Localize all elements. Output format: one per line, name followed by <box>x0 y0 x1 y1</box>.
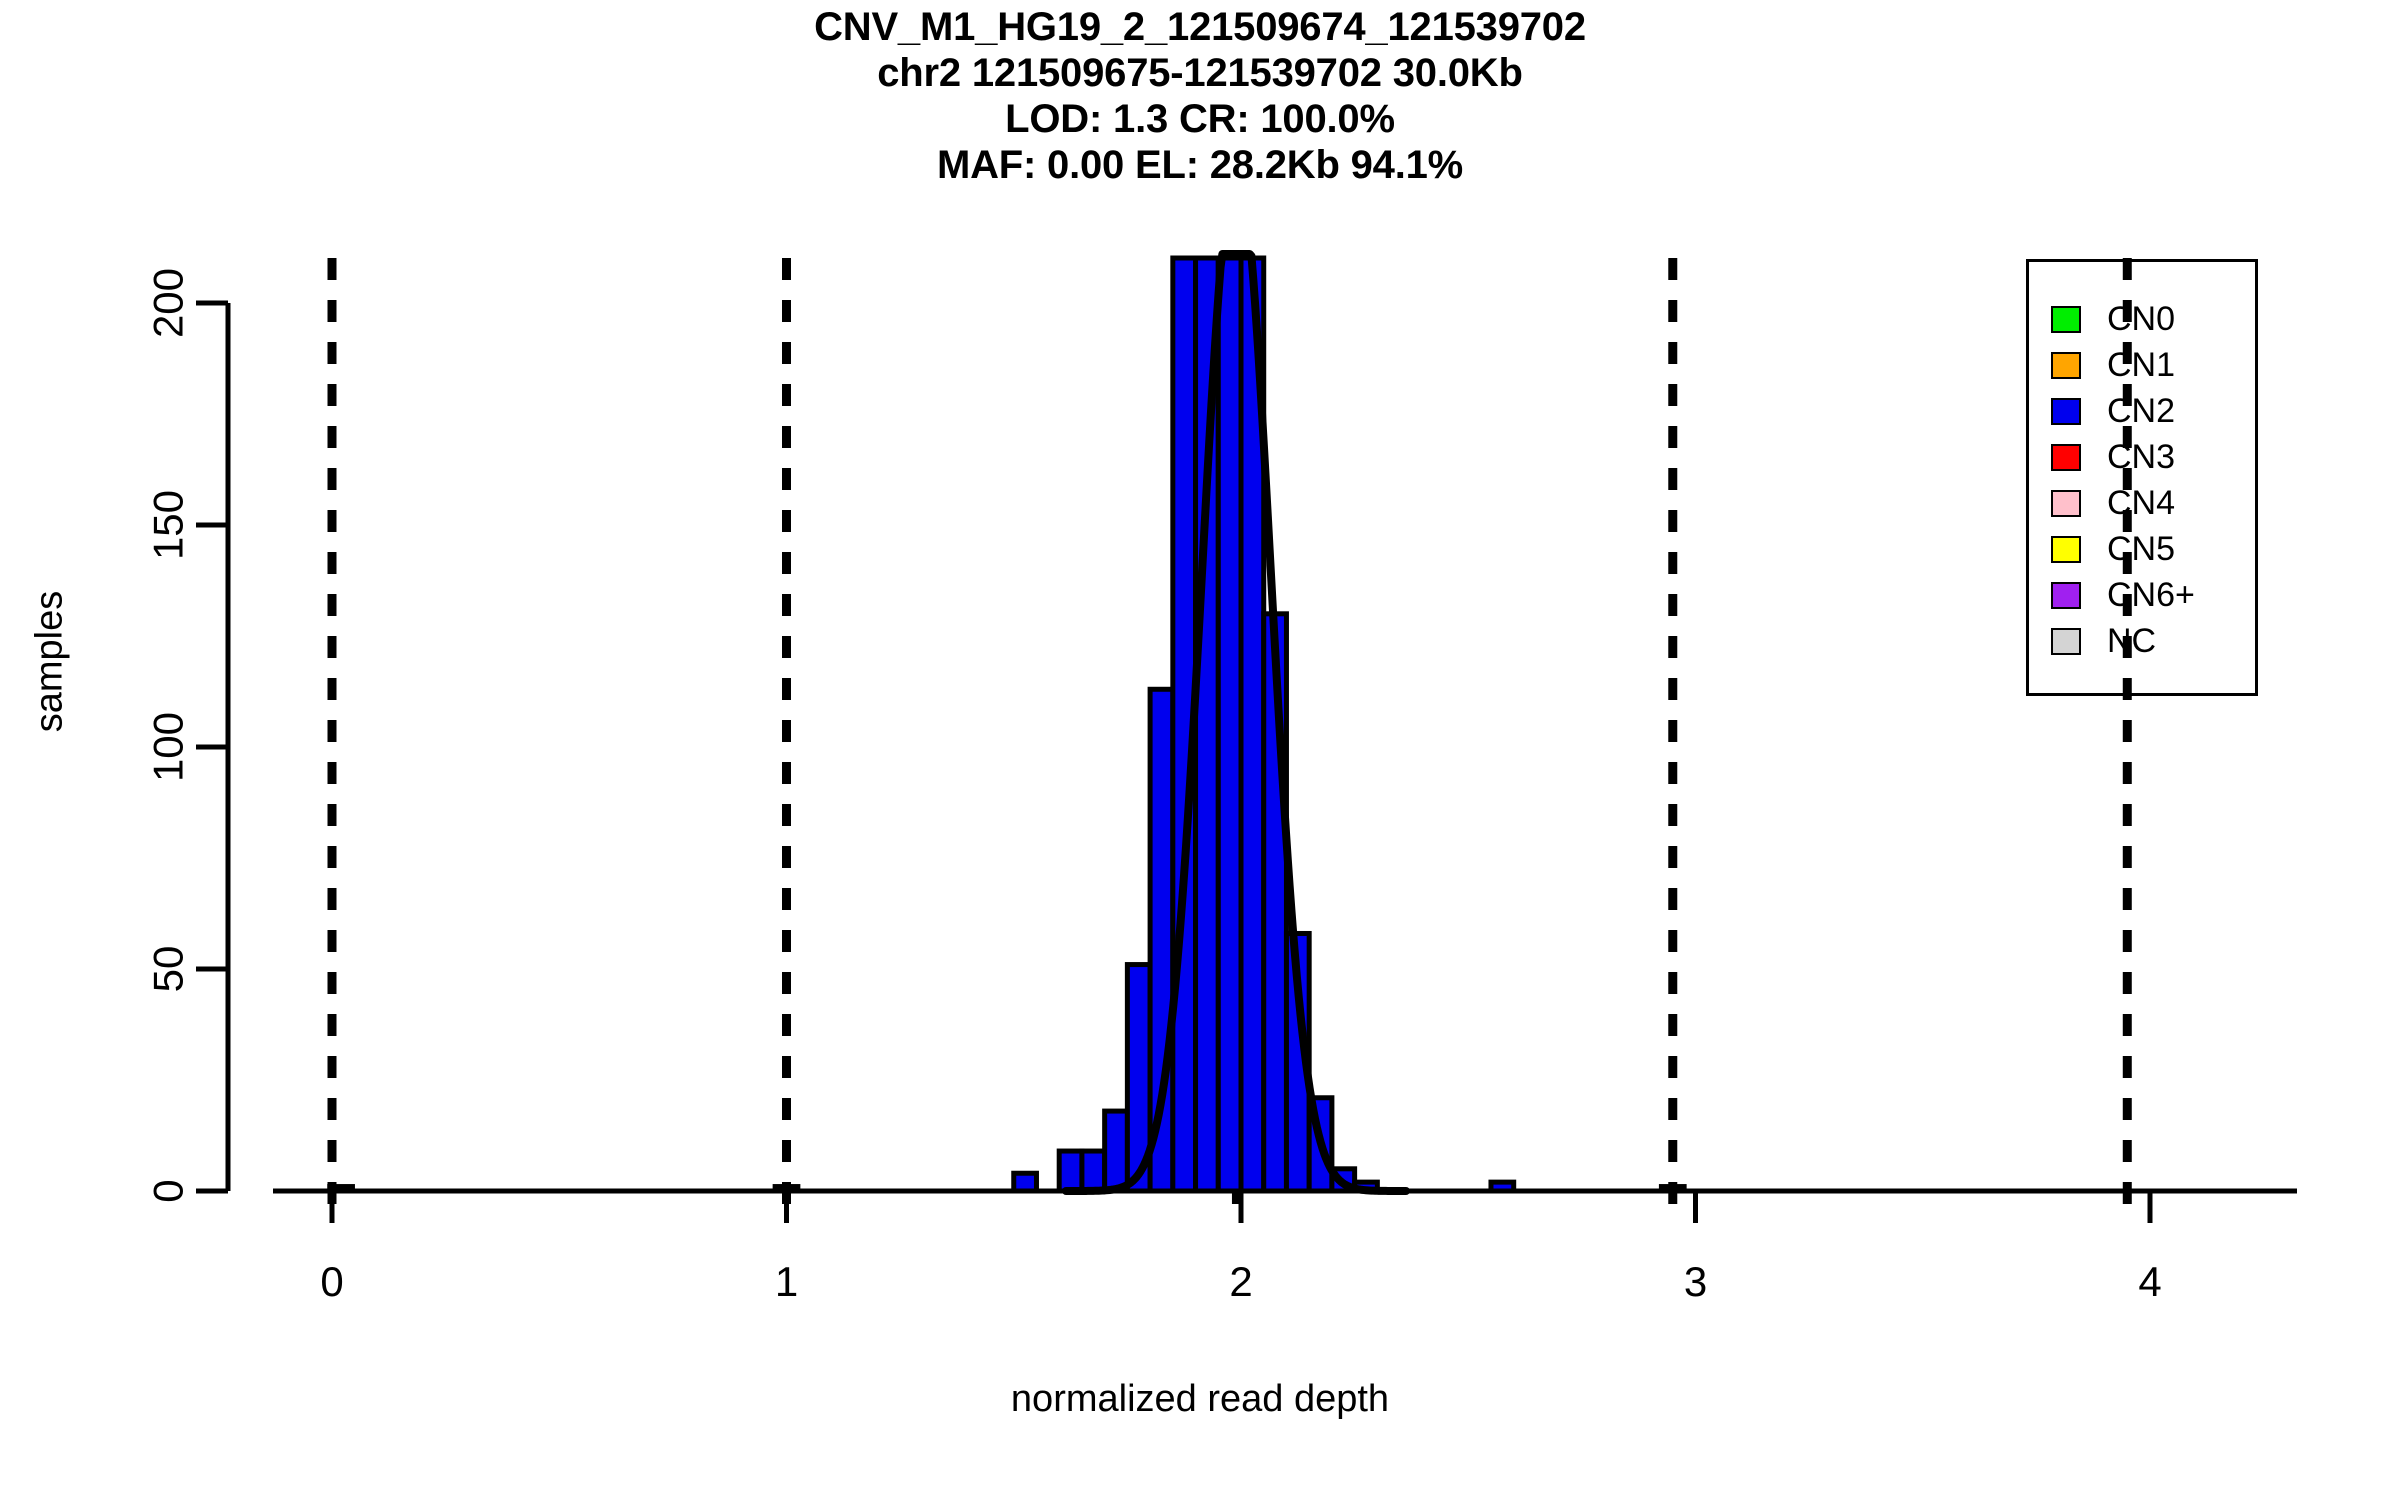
legend: CN0 CN1 CN2 CN3 CN4 CN5 CN6+ NC <box>2026 259 2258 696</box>
y-tick-label: 200 <box>145 268 192 338</box>
x-tick-label: 2 <box>1229 1258 1252 1305</box>
legend-items: CN0 CN1 CN2 CN3 CN4 CN5 CN6+ NC <box>2029 296 2255 664</box>
legend-label: CN4 <box>2107 484 2176 522</box>
legend-label: CN5 <box>2107 530 2176 568</box>
histogram-bars <box>327 255 1687 1194</box>
x-tick-label: 3 <box>1684 1258 1707 1305</box>
axis-lines-and-ticks <box>196 300 2297 1223</box>
title-line-2: chr2 121509675-121539702 30.0Kb <box>877 51 1523 95</box>
legend-swatch-icon <box>2051 627 2081 655</box>
histogram-bar <box>1079 1148 1108 1194</box>
legend-item-cn5: CN5 <box>2029 526 2255 572</box>
legend-item-cn6plus: CN6+ <box>2029 572 2255 618</box>
legend-label: CN1 <box>2107 346 2176 384</box>
legend-label: CN0 <box>2107 300 2176 338</box>
fitted-density-curve <box>1062 250 1410 1195</box>
histogram-bar <box>1011 1170 1039 1194</box>
histogram-bar <box>1102 1108 1130 1194</box>
legend-swatch-icon <box>2051 443 2081 471</box>
y-tick-label: 0 <box>145 1179 192 1202</box>
legend-item-nc: NC <box>2029 618 2255 664</box>
legend-swatch-icon <box>2051 397 2081 425</box>
title-line-3: LOD: 1.3 CR: 100.0% <box>1005 97 1395 141</box>
legend-item-cn4: CN4 <box>2029 480 2255 526</box>
legend-swatch-icon <box>2051 489 2081 517</box>
legend-item-cn2: CN2 <box>2029 388 2255 434</box>
x-tick-label: 0 <box>320 1258 343 1305</box>
histogram-bar <box>1215 255 1244 1194</box>
legend-swatch-icon <box>2051 351 2081 379</box>
title-line-1: CNV_M1_HG19_2_121509674_121539702 <box>814 5 1586 49</box>
x-tick-label: 1 <box>775 1258 798 1305</box>
chart-title: CNV_M1_HG19_2_121509674_121539702 chr2 1… <box>0 4 2400 188</box>
x-axis-label: normalized read depth <box>1010 1378 1390 1420</box>
y-tick-label: 100 <box>145 712 192 782</box>
legend-swatch-icon <box>2051 535 2081 563</box>
legend-item-cn3: CN3 <box>2029 434 2255 480</box>
legend-swatch-icon <box>2051 305 2081 333</box>
legend-label: CN3 <box>2107 438 2176 476</box>
y-tick-label: 150 <box>145 490 192 560</box>
title-line-4: MAF: 0.00 EL: 28.2Kb 94.1% <box>936 143 1464 187</box>
histogram-bar <box>1056 1148 1085 1194</box>
legend-item-cn0: CN0 <box>2029 296 2255 342</box>
legend-swatch-icon <box>2051 581 2081 609</box>
axis-tick-labels: 0 1 2 3 4 0 50 100 150 200 <box>145 268 2162 1305</box>
legend-item-cn1: CN1 <box>2029 342 2255 388</box>
x-tick-label: 4 <box>2138 1258 2161 1305</box>
legend-label: NC <box>2107 622 2157 660</box>
legend-label: CN6+ <box>2107 576 2195 614</box>
legend-label: CN2 <box>2107 392 2176 430</box>
y-tick-label: 50 <box>145 946 192 993</box>
